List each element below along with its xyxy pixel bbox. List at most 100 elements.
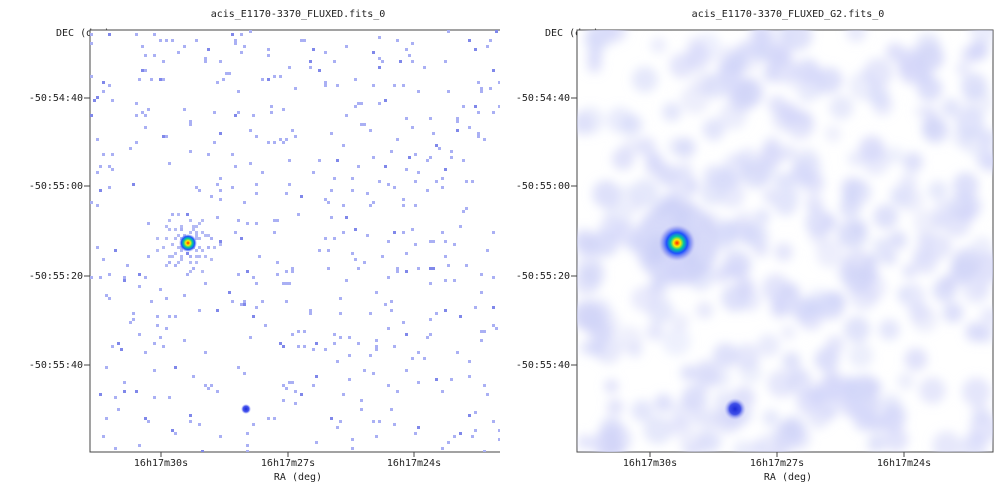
photon-event bbox=[219, 177, 222, 180]
photon-event bbox=[387, 240, 390, 243]
photon-event bbox=[387, 384, 390, 387]
photon-event bbox=[246, 450, 249, 452]
photon-event bbox=[327, 249, 330, 252]
photon-event bbox=[162, 78, 165, 81]
photon-event bbox=[135, 114, 138, 117]
photon-event bbox=[237, 366, 240, 369]
x-axis-label: RA (deg) bbox=[764, 472, 812, 483]
emission-blob bbox=[611, 147, 635, 171]
photon-event bbox=[201, 219, 204, 222]
emission-blob bbox=[969, 30, 993, 45]
photon-event bbox=[165, 264, 168, 267]
photon-event bbox=[249, 162, 252, 165]
photon-event bbox=[423, 66, 426, 69]
photon-event bbox=[153, 342, 156, 345]
x-tick-label: 16h17m30s bbox=[134, 458, 188, 469]
photon-event bbox=[447, 90, 450, 93]
photon-event bbox=[333, 237, 336, 240]
x-axis-label: RA (deg) bbox=[274, 472, 322, 483]
photon-event bbox=[174, 366, 177, 369]
emission-blob bbox=[880, 393, 902, 415]
photon-event bbox=[387, 276, 390, 279]
emission-blob bbox=[880, 249, 898, 266]
photon-event bbox=[414, 243, 417, 246]
y-tick-label: -50:55:20 bbox=[29, 271, 83, 282]
emission-blob bbox=[736, 277, 755, 297]
photon-event bbox=[291, 129, 294, 132]
photon-event bbox=[159, 336, 162, 339]
photon-event bbox=[216, 216, 219, 219]
photon-event bbox=[417, 426, 420, 429]
photon-event bbox=[459, 315, 462, 318]
photon-event bbox=[309, 66, 312, 69]
photon-event bbox=[273, 75, 276, 78]
photon-event bbox=[384, 165, 387, 168]
photon-event bbox=[294, 402, 297, 405]
photon-event bbox=[360, 408, 363, 411]
photon-event bbox=[417, 351, 420, 354]
photon-event bbox=[210, 384, 213, 387]
emission-blob bbox=[873, 204, 899, 230]
emission-blob bbox=[902, 263, 918, 279]
photon-event bbox=[474, 105, 477, 108]
photon-event bbox=[189, 420, 192, 423]
emission-blob bbox=[943, 209, 971, 238]
emission-blob bbox=[729, 87, 755, 113]
photon-event bbox=[96, 246, 99, 249]
photon-event bbox=[123, 381, 126, 384]
emission-blob bbox=[902, 151, 924, 173]
photon-event bbox=[237, 219, 240, 222]
photon-event bbox=[282, 345, 285, 348]
y-tick-label: -50:55:00 bbox=[29, 181, 83, 192]
photon-event bbox=[177, 234, 180, 237]
photon-event bbox=[246, 270, 249, 273]
photon-event bbox=[366, 192, 369, 195]
photon-event bbox=[117, 342, 120, 345]
photon-event bbox=[294, 390, 297, 393]
photon-event bbox=[219, 189, 222, 192]
emission-blob bbox=[702, 118, 725, 141]
photon-event bbox=[177, 51, 180, 54]
photon-event bbox=[462, 105, 465, 108]
photon-event bbox=[102, 258, 105, 261]
emission-blob bbox=[580, 262, 606, 287]
emission-blob bbox=[579, 235, 597, 252]
photon-event bbox=[234, 165, 237, 168]
emission-blob bbox=[588, 319, 613, 344]
photon-event bbox=[189, 150, 192, 153]
photon-event bbox=[291, 333, 294, 336]
photon-event bbox=[393, 186, 396, 189]
photon-event bbox=[207, 48, 210, 51]
emission-blob bbox=[577, 434, 593, 450]
photon-event bbox=[414, 204, 417, 207]
emission-blob bbox=[829, 95, 854, 120]
photon-event bbox=[195, 249, 198, 252]
photon-event bbox=[288, 381, 291, 384]
emission-blob bbox=[605, 30, 627, 42]
photon-event bbox=[372, 84, 375, 87]
emission-blob bbox=[627, 342, 643, 358]
photon-event bbox=[435, 378, 438, 381]
smoothed-texture bbox=[577, 30, 993, 452]
photon-event bbox=[264, 324, 267, 327]
photon-event bbox=[444, 279, 447, 282]
photon-event bbox=[360, 102, 363, 105]
photon-event bbox=[486, 249, 489, 252]
photon-event bbox=[96, 171, 99, 174]
emission-blob bbox=[846, 179, 872, 206]
photon-event bbox=[225, 72, 228, 75]
photon-event bbox=[114, 396, 117, 399]
photon-event bbox=[270, 111, 273, 114]
emission-blob bbox=[846, 30, 867, 43]
photon-event bbox=[477, 81, 480, 84]
photon-event bbox=[267, 54, 270, 57]
photon-event bbox=[231, 153, 234, 156]
photon-event bbox=[165, 327, 168, 330]
photon-event bbox=[456, 129, 459, 132]
photon-event bbox=[282, 384, 285, 387]
chart-title: acis_E1170-3370_FLUXED_G2.fits_0 bbox=[692, 9, 885, 20]
photon-event bbox=[450, 150, 453, 153]
faint-source bbox=[724, 398, 746, 420]
emission-blob bbox=[713, 265, 732, 284]
photon-event bbox=[276, 273, 279, 276]
